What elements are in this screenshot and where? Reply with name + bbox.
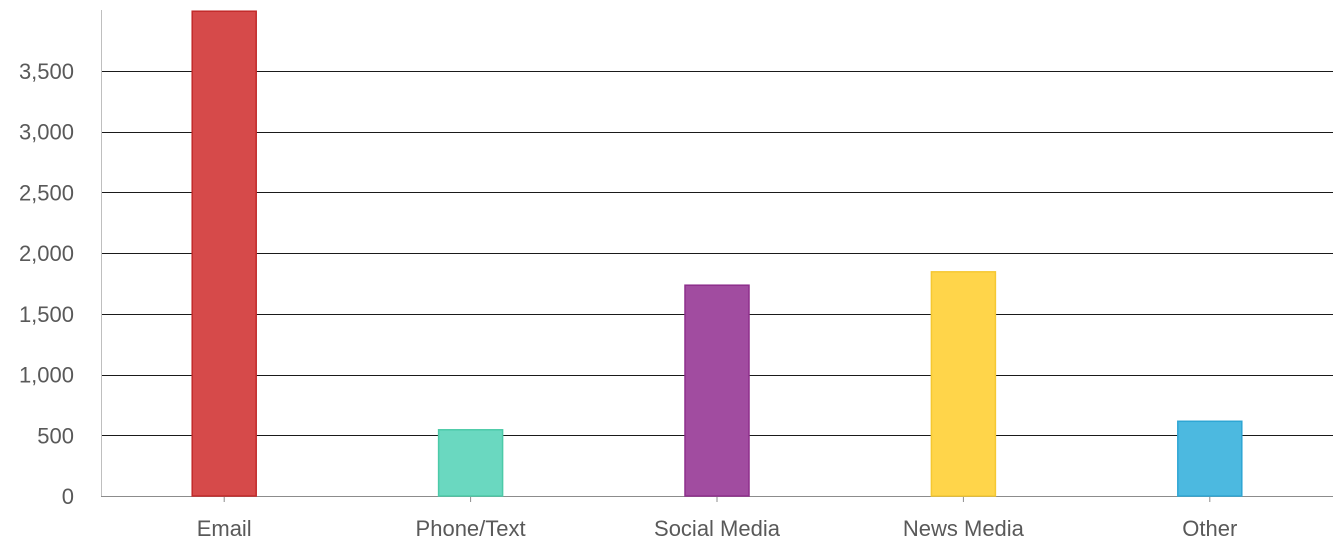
y-tick-label: 1,500	[19, 302, 74, 327]
x-category-labels: Email Phone/Text Social Media News Media Oth…	[197, 516, 1238, 541]
x-tick-label: Other	[1182, 516, 1237, 541]
x-tick-label: Social Media	[654, 516, 781, 541]
bar-email	[191, 10, 257, 497]
y-tick-label: 500	[37, 423, 74, 448]
bar-other	[1177, 420, 1243, 497]
x-tick-label: News Media	[903, 516, 1025, 541]
bar-social-media	[684, 284, 750, 497]
bar-news-media	[930, 271, 997, 497]
y-tick-label: 0	[62, 484, 74, 509]
y-tick-label: 3,500	[19, 59, 74, 84]
y-tick-label: 3,000	[19, 120, 74, 145]
bar-phone-text	[437, 429, 504, 497]
y-tick-label: 2,500	[19, 180, 74, 205]
x-tick-label: Phone/Text	[416, 516, 526, 541]
x-tick-label: Email	[197, 516, 252, 541]
bars	[191, 10, 1243, 497]
y-tick-label: 2,000	[19, 241, 74, 266]
y-tick-label: 1,000	[19, 363, 74, 388]
y-tick-labels: 0 500 1,000 1,500 2,000 2,500 3,000 3,500	[19, 59, 74, 509]
